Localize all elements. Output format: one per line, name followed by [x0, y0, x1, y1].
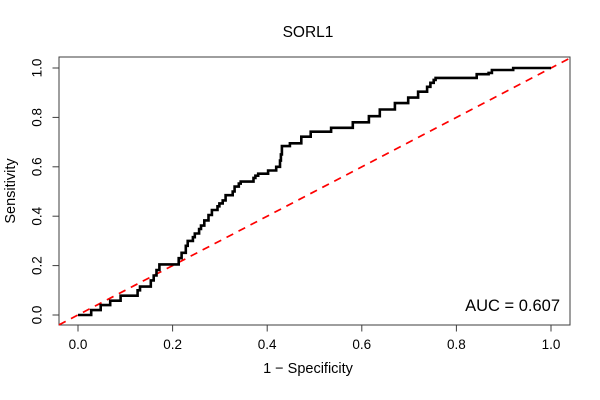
y-tick-label: 0.2 [30, 256, 45, 275]
chance-diagonal-line [58, 57, 571, 326]
x-axis-label: 1 − Specificity [263, 361, 354, 377]
x-tick-label: 0.4 [258, 337, 277, 352]
x-tick-label: 1.0 [542, 337, 561, 352]
x-tick-label: 0.0 [69, 337, 88, 352]
x-tick-label: 0.8 [447, 337, 466, 352]
auc-annotation: AUC = 0.607 [465, 297, 560, 315]
chart-title: SORL1 [283, 24, 334, 41]
y-axis-label: Sensitivity [3, 158, 19, 224]
plot-border-box [58, 56, 571, 326]
y-tick-label: 0.6 [30, 157, 45, 176]
x-axis: 0.0 0.2 0.4 0.6 0.8 1.0 [69, 325, 561, 352]
y-axis: 0.0 0.2 0.4 0.6 0.8 1.0 [30, 59, 59, 325]
y-tick-label: 0.0 [30, 306, 45, 325]
x-tick-label: 0.6 [352, 337, 371, 352]
y-tick-label: 0.4 [30, 206, 45, 225]
y-tick-label: 1.0 [30, 59, 45, 78]
roc-curve [78, 66, 551, 317]
x-tick-label: 0.2 [163, 337, 182, 352]
y-tick-label: 0.8 [30, 108, 45, 127]
